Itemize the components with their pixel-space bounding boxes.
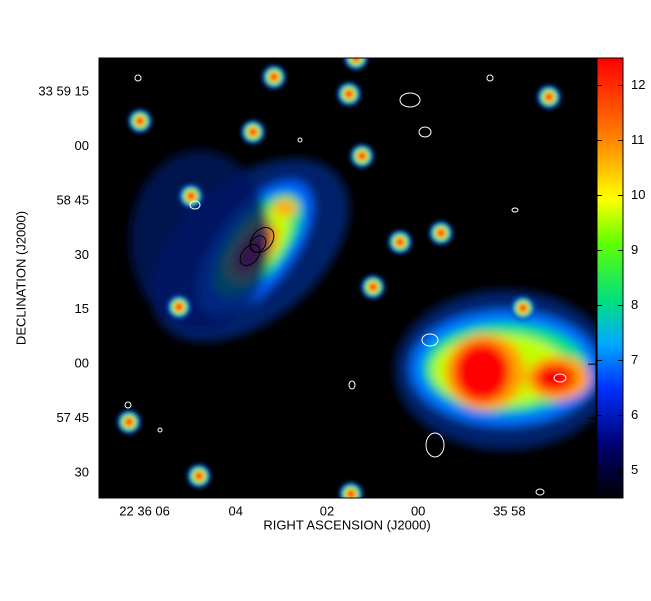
contour [486, 74, 494, 82]
contour [297, 137, 303, 143]
contour [239, 243, 261, 267]
contour [124, 401, 132, 409]
x-tick-label: 35 58 [493, 503, 526, 518]
contour [421, 333, 439, 347]
contour [249, 226, 275, 254]
y-tick-label: 57 45 [56, 410, 89, 425]
point-sources [117, 58, 561, 498]
point-source [351, 58, 361, 63]
point-source [357, 151, 367, 161]
y-tick-label: 33 59 15 [38, 84, 89, 99]
colorbar-tick-label: 10 [631, 187, 645, 202]
x-tick-label: 02 [320, 503, 334, 518]
plot-frame [98, 57, 597, 499]
x-tick-label: 00 [411, 503, 425, 518]
colorbar-tick-label: 5 [631, 462, 638, 477]
colorbar-tick-label: 9 [631, 242, 638, 257]
contour [348, 380, 356, 390]
x-tick-label: 22 36 06 [119, 503, 170, 518]
contour [157, 427, 163, 433]
y-tick-label: 00 [75, 138, 89, 153]
contour [511, 207, 519, 213]
y-tick-label: 30 [75, 247, 89, 262]
y-tick-label: 00 [75, 356, 89, 371]
point-source [269, 72, 279, 82]
contour [418, 126, 432, 138]
y-tick-label: 15 [75, 301, 89, 316]
contour [249, 235, 267, 253]
point-source [368, 282, 378, 292]
y-tick-label: 58 45 [56, 192, 89, 207]
contour [189, 200, 201, 210]
contours [124, 74, 567, 496]
point-source [135, 116, 145, 126]
contour [535, 488, 545, 496]
colorbar-tick-label: 6 [631, 407, 638, 422]
contour [553, 373, 567, 383]
contour [134, 74, 142, 82]
x-axis-label: RIGHT ASCENSION (J2000) [263, 517, 430, 532]
radio-image [117, 58, 596, 498]
point-source [346, 489, 356, 498]
point-source [248, 127, 258, 137]
point-source [186, 191, 196, 201]
contour [399, 92, 421, 108]
point-source [544, 92, 554, 102]
colorbar [596, 57, 624, 499]
point-source [124, 417, 134, 427]
point-source [174, 302, 184, 312]
point-source [194, 471, 204, 481]
y-tick-label: 30 [75, 464, 89, 479]
colorbar-tick-label: 12 [631, 77, 645, 92]
point-source [344, 89, 354, 99]
colorbar-tick-label: 7 [631, 352, 638, 367]
point-source [436, 228, 446, 238]
point-source [518, 303, 528, 313]
y-axis-label: DECLINATION (J2000) [13, 211, 28, 345]
x-tick-label: 04 [229, 503, 243, 518]
colorbar-tick-label: 8 [631, 297, 638, 312]
contour [425, 432, 445, 458]
point-source [395, 237, 405, 247]
contours-dark [239, 226, 275, 267]
colorbar-tick-label: 11 [631, 132, 645, 147]
